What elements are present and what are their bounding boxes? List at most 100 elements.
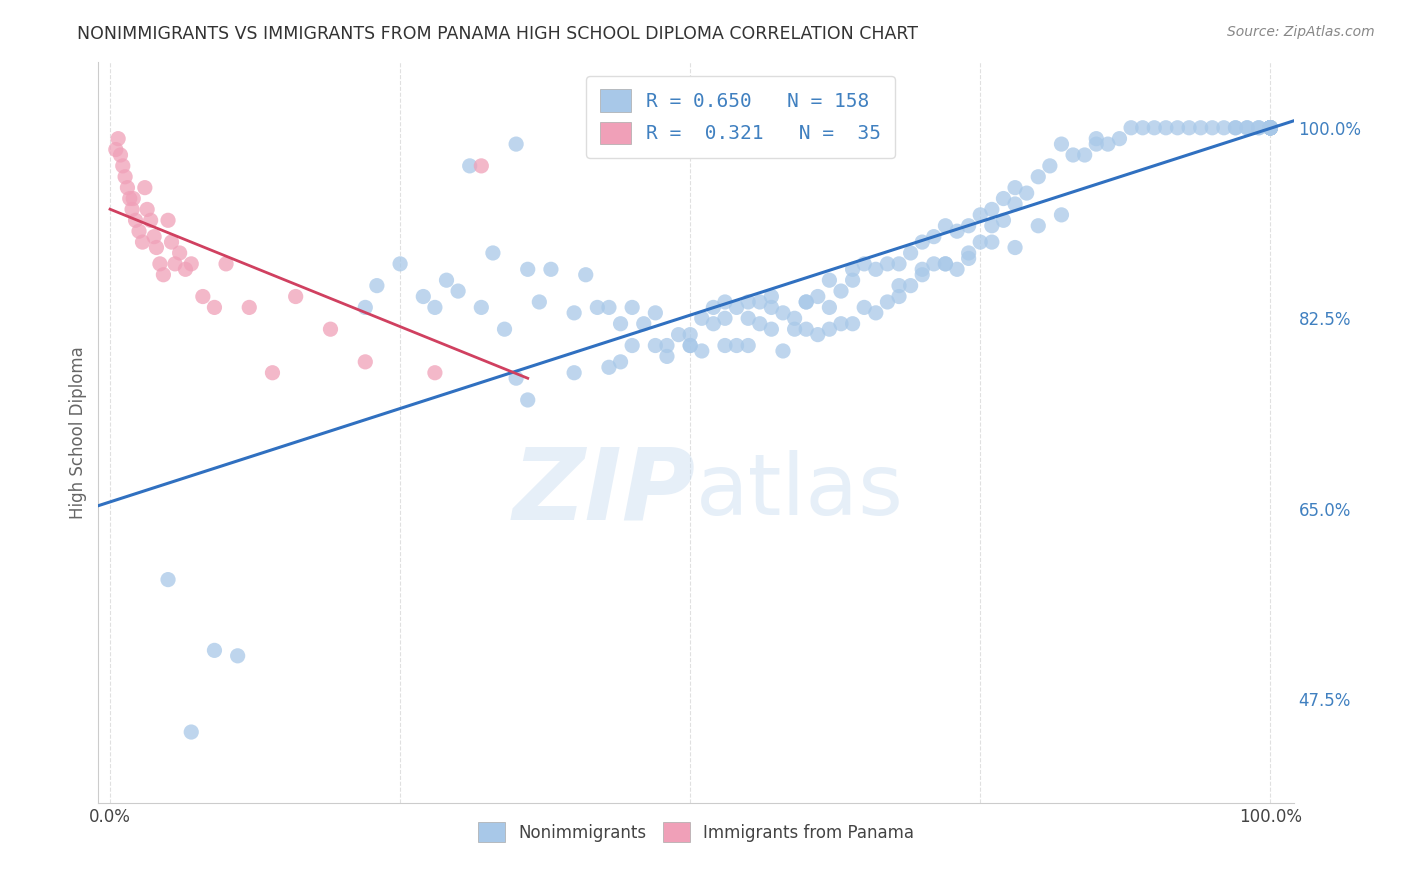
Point bbox=[911, 235, 934, 249]
Point bbox=[191, 289, 214, 303]
Point bbox=[598, 360, 620, 375]
Point bbox=[1258, 120, 1281, 135]
Point bbox=[1258, 120, 1281, 135]
Point bbox=[131, 235, 153, 249]
Point bbox=[139, 213, 162, 227]
Point bbox=[922, 257, 945, 271]
Point bbox=[655, 338, 678, 352]
Point bbox=[1132, 120, 1154, 135]
Point bbox=[772, 306, 794, 320]
Point bbox=[633, 317, 655, 331]
Point bbox=[1097, 137, 1119, 152]
Point bbox=[748, 295, 770, 310]
Point bbox=[1004, 241, 1026, 255]
Point bbox=[117, 180, 139, 194]
Point bbox=[1258, 120, 1281, 135]
Point bbox=[319, 322, 342, 336]
Point bbox=[783, 311, 806, 326]
Point bbox=[505, 137, 527, 152]
Point bbox=[122, 192, 145, 206]
Point bbox=[980, 219, 1002, 233]
Point bbox=[1225, 120, 1247, 135]
Point bbox=[609, 355, 631, 369]
Point bbox=[114, 169, 136, 184]
Y-axis label: High School Diploma: High School Diploma bbox=[69, 346, 87, 519]
Point bbox=[354, 355, 377, 369]
Point bbox=[1225, 120, 1247, 135]
Point bbox=[160, 235, 183, 249]
Point bbox=[149, 257, 172, 271]
Point bbox=[679, 327, 702, 342]
Point bbox=[818, 301, 841, 315]
Point bbox=[598, 301, 620, 315]
Point bbox=[262, 366, 284, 380]
Point bbox=[354, 301, 377, 315]
Point bbox=[1247, 120, 1270, 135]
Text: NONIMMIGRANTS VS IMMIGRANTS FROM PANAMA HIGH SCHOOL DIPLOMA CORRELATION CHART: NONIMMIGRANTS VS IMMIGRANTS FROM PANAMA … bbox=[77, 25, 918, 43]
Point bbox=[284, 289, 307, 303]
Point bbox=[470, 159, 492, 173]
Point bbox=[993, 192, 1015, 206]
Point bbox=[993, 213, 1015, 227]
Point bbox=[204, 643, 226, 657]
Point bbox=[1062, 148, 1084, 162]
Point bbox=[794, 295, 817, 310]
Point bbox=[1247, 120, 1270, 135]
Point bbox=[145, 241, 167, 255]
Point bbox=[458, 159, 481, 173]
Point bbox=[180, 257, 202, 271]
Point bbox=[690, 343, 713, 358]
Point bbox=[865, 262, 887, 277]
Point bbox=[1201, 120, 1223, 135]
Point bbox=[128, 224, 150, 238]
Point bbox=[887, 289, 910, 303]
Point bbox=[794, 322, 817, 336]
Point bbox=[934, 257, 956, 271]
Point bbox=[1004, 180, 1026, 194]
Point bbox=[969, 208, 991, 222]
Point bbox=[748, 317, 770, 331]
Point bbox=[876, 295, 898, 310]
Point bbox=[969, 235, 991, 249]
Point bbox=[1015, 186, 1038, 200]
Point bbox=[1039, 159, 1062, 173]
Point bbox=[1258, 120, 1281, 135]
Point bbox=[1154, 120, 1177, 135]
Point bbox=[609, 317, 631, 331]
Point bbox=[110, 148, 132, 162]
Point bbox=[470, 301, 492, 315]
Point bbox=[1166, 120, 1188, 135]
Point bbox=[957, 219, 980, 233]
Point bbox=[1258, 120, 1281, 135]
Point bbox=[818, 322, 841, 336]
Point bbox=[655, 350, 678, 364]
Point bbox=[366, 278, 388, 293]
Point bbox=[853, 257, 876, 271]
Point bbox=[107, 131, 129, 145]
Point bbox=[1050, 137, 1073, 152]
Point bbox=[900, 246, 922, 260]
Point bbox=[679, 338, 702, 352]
Point bbox=[737, 338, 759, 352]
Point bbox=[111, 159, 134, 173]
Point bbox=[934, 219, 956, 233]
Point bbox=[668, 327, 690, 342]
Point bbox=[794, 295, 817, 310]
Legend: Nonimmigrants, Immigrants from Panama: Nonimmigrants, Immigrants from Panama bbox=[470, 814, 922, 850]
Point bbox=[143, 229, 166, 244]
Point bbox=[980, 202, 1002, 217]
Point bbox=[118, 192, 141, 206]
Point bbox=[1258, 120, 1281, 135]
Point bbox=[1236, 120, 1258, 135]
Point bbox=[169, 246, 191, 260]
Point bbox=[1258, 120, 1281, 135]
Point bbox=[807, 289, 830, 303]
Point bbox=[157, 213, 180, 227]
Point bbox=[1258, 120, 1281, 135]
Point bbox=[934, 257, 956, 271]
Point bbox=[887, 257, 910, 271]
Point bbox=[389, 257, 412, 271]
Point bbox=[783, 322, 806, 336]
Point bbox=[152, 268, 174, 282]
Point bbox=[157, 573, 180, 587]
